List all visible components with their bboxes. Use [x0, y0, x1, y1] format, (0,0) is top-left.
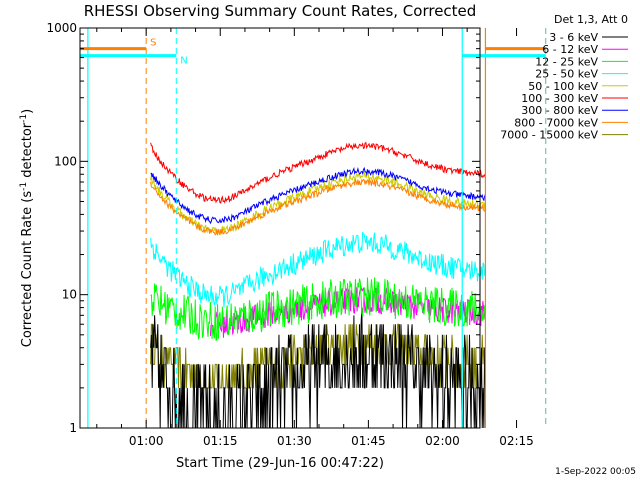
- legend-label: 7000 - 15000 keV: [500, 129, 598, 142]
- legend-label: 800 - 7000 keV: [514, 116, 598, 129]
- y-axis-label-part: ): [20, 109, 35, 114]
- legend-label: 100 - 300 keV: [521, 92, 598, 105]
- x-tick-label: 01:30: [277, 434, 312, 448]
- legend-header: Det 1,3, Att 0: [554, 13, 628, 26]
- y-tick-label: 1000: [46, 21, 77, 35]
- x-tick-label: 01:15: [203, 434, 238, 448]
- series-line: [150, 166, 486, 225]
- y-axis-label-sup: -1: [19, 182, 29, 191]
- legend-label: 25 - 50 keV: [535, 68, 598, 81]
- y-axis-label-part: Corrected Count Rate (s: [20, 191, 35, 348]
- annotation-label: N: [180, 56, 187, 67]
- y-axis-label: Corrected Count Rate (s-1 detector-1): [19, 109, 35, 347]
- legend-label: 6 - 12 keV: [542, 43, 598, 56]
- y-tick-label: 1: [69, 421, 77, 435]
- y-axis-label-part: detector: [20, 122, 35, 182]
- legend-label: 300 - 800 keV: [521, 104, 598, 117]
- y-axis-label-sup: -1: [19, 114, 29, 123]
- series-line: [209, 285, 486, 338]
- legend-label: 12 - 25 keV: [535, 55, 598, 68]
- axis-layer: 1 10 100 1000 01:00 01:15 01:30 01:45 02:00 02:15: [46, 21, 533, 448]
- annotation-layer: SN: [80, 28, 547, 428]
- series-line: [150, 307, 486, 429]
- series-line: [150, 231, 486, 308]
- x-tick-label: 02:00: [425, 434, 460, 448]
- x-tick-label: 01:00: [129, 434, 164, 448]
- series-line: [150, 141, 486, 204]
- footer-date: 1-Sep-2022 00:05: [555, 467, 636, 477]
- series-line: [150, 277, 486, 341]
- data-layer: [150, 141, 486, 429]
- y-tick-label: 100: [54, 154, 77, 168]
- legend-label: 3 - 6 keV: [549, 31, 598, 44]
- chart-title: RHESSI Observing Summary Count Rates, Co…: [84, 2, 477, 20]
- x-tick-label: 01:45: [351, 434, 386, 448]
- plot-frame: [79, 27, 481, 429]
- legend-label: 50 - 100 keV: [528, 80, 598, 93]
- y-tick-label: 10: [62, 288, 77, 302]
- annotation-label: S: [150, 38, 156, 49]
- series-line: [150, 178, 486, 236]
- series-line: [150, 171, 486, 237]
- x-tick-label: 02:15: [499, 434, 534, 448]
- x-axis-label: Start Time (29-Jun-16 00:47:22): [176, 456, 384, 471]
